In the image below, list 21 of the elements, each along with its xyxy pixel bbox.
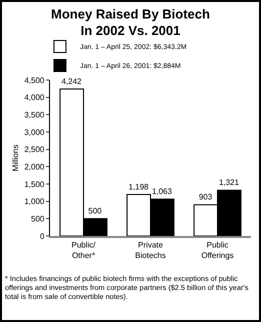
y-tick-label: 500 (31, 214, 45, 224)
y-tick-label: 4,000 (24, 93, 45, 102)
data-label: 500 (88, 206, 102, 216)
y-tick-label: 3,500 (24, 110, 45, 120)
data-label: 4,242 (61, 76, 82, 86)
x-tick-label: Public Offerings (201, 240, 234, 260)
y-tick-label: 1,000 (24, 197, 45, 206)
data-label: 1,198 (128, 182, 150, 192)
y-tick-label: 4,500 (24, 76, 45, 85)
y-tick-label: 3,000 (24, 128, 45, 137)
y-axis-title: Millions (11, 144, 20, 172)
y-tick-label: 0 (40, 232, 45, 241)
y-tick-label: 1,500 (24, 180, 45, 189)
x-tick-label: Private Biotechs (135, 240, 166, 260)
chart-title: Money Raised By Biotech In 2002 Vs. 2001 (51, 6, 210, 38)
data-label: 1,321 (218, 178, 240, 188)
data-label: 1,063 (152, 187, 173, 196)
x-tick-label: Public/ Other* (71, 240, 96, 260)
y-tick-label: 2,000 (24, 162, 45, 172)
data-label: 903 (198, 192, 213, 202)
y-tick-label: 2,500 (24, 145, 45, 154)
